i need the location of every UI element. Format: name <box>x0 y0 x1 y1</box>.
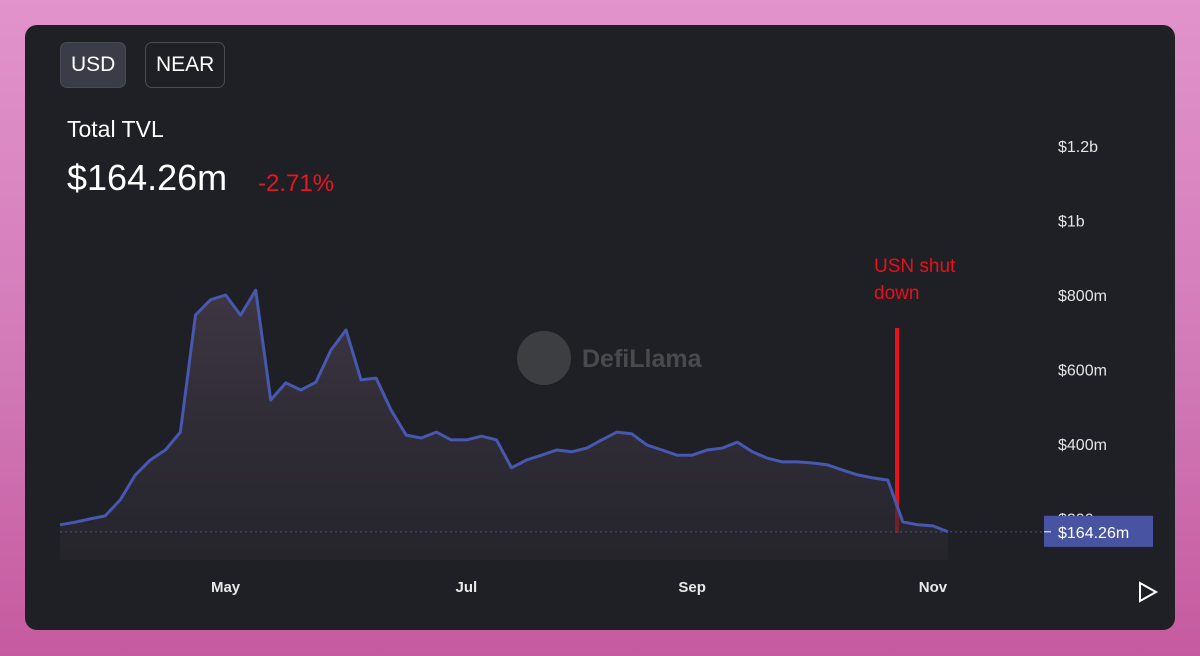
x-tick-label: Jul <box>456 579 478 596</box>
headline-value: $164.26m <box>67 157 227 198</box>
usd-button[interactable]: USD <box>60 42 127 88</box>
area <box>60 290 948 560</box>
play-button[interactable] <box>1139 581 1159 603</box>
near-button[interactable]: NEAR <box>145 42 226 88</box>
current-value-badge <box>1044 515 1153 547</box>
watermark-text: DefiLlama <box>582 345 703 373</box>
y-tick-label: $600m <box>1058 363 1107 380</box>
x-tick-label: Nov <box>919 579 948 596</box>
chart-title: Total TVL <box>67 116 164 142</box>
headline-change: -2.71% <box>258 170 334 197</box>
chart-card: USD NEAR Total TVL $164.26m -2.71% DefiL… <box>25 25 1175 630</box>
current-value-label: $164.26m <box>1058 525 1129 542</box>
watermark: DefiLlama <box>517 331 703 385</box>
y-tick-label: $400m <box>1058 437 1107 454</box>
y-tick-label: $1.2b <box>1058 139 1098 156</box>
plot-area <box>59 288 949 560</box>
x-tick-label: Sep <box>678 579 706 596</box>
y-tick-label: $1b <box>1058 214 1085 231</box>
line <box>59 288 949 534</box>
y-tick-label: $800m <box>1058 288 1107 305</box>
chart: Total TVL $164.26m -2.71% DefiLlama $200… <box>59 116 1159 603</box>
x-tick-label: May <box>211 579 241 596</box>
watermark-logo <box>517 331 571 385</box>
annotation: USN shut down <box>874 256 956 304</box>
